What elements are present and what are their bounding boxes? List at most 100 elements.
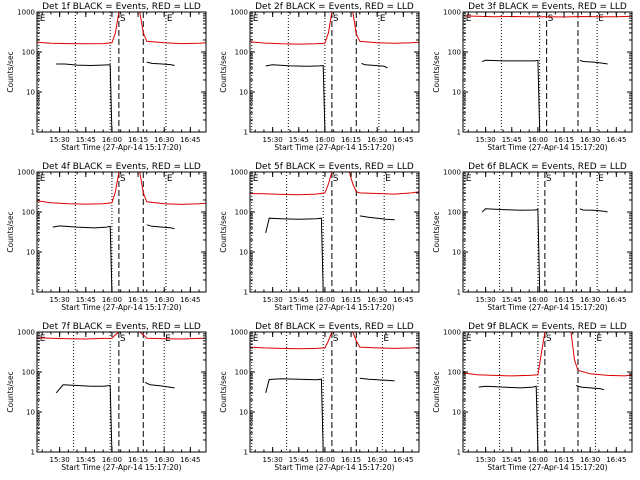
y-tick-label: 10 xyxy=(452,409,461,417)
plot-frame xyxy=(249,171,420,293)
x-tick-label: 15:30 xyxy=(263,296,283,304)
x-tick-label: 16:00 xyxy=(102,456,122,464)
series-group xyxy=(37,12,206,132)
x-tick-label: 15:45 xyxy=(289,136,309,144)
y-tick-label: 1000 xyxy=(443,329,461,337)
y-tick-label: 10 xyxy=(452,249,461,257)
x-tick-label: 16:30 xyxy=(154,136,174,144)
x-tick-label: 16:00 xyxy=(528,456,548,464)
lld-line xyxy=(463,332,546,377)
x-tick-label: 16:30 xyxy=(367,456,387,464)
x-tick-label: 16:45 xyxy=(606,456,626,464)
x-axis-title: Start Time (27-Apr-14 15:17:20) xyxy=(487,463,607,472)
detector-panel: Det 1f BLACK = Events, RED = LLD E S E 1 10 10… xyxy=(6,2,207,152)
y-tick-label: 10 xyxy=(452,89,461,97)
y-tick-label: 1 xyxy=(244,449,248,457)
x-tick-label: 16:45 xyxy=(393,136,413,144)
plot-frame xyxy=(36,171,207,293)
y-tick-label: 1 xyxy=(31,449,35,457)
x-axis-title: Start Time (27-Apr-14 15:17:20) xyxy=(61,143,181,152)
event-marker-label: E xyxy=(598,174,604,184)
x-tick-label: 16:30 xyxy=(367,296,387,304)
x-tick-label: 15:45 xyxy=(76,296,96,304)
event-marker-label: S xyxy=(120,174,126,184)
x-tick-label: 15:30 xyxy=(50,456,70,464)
lld-line xyxy=(37,172,120,205)
y-axis-title: Counts/sec xyxy=(6,211,15,252)
events-line xyxy=(359,215,395,221)
y-tick-label: 10 xyxy=(26,89,35,97)
x-tick-label: 16:15 xyxy=(554,456,574,464)
panel-title: Det 5f BLACK = Events, RED = LLD xyxy=(255,162,414,172)
y-tick-label: 1000 xyxy=(443,9,461,17)
events-line xyxy=(576,385,605,391)
panel-title: Det 8f BLACK = Events, RED = LLD xyxy=(255,322,414,332)
y-axis-title: Counts/sec xyxy=(432,51,441,92)
y-tick-label: 1000 xyxy=(443,169,461,177)
events-line xyxy=(579,59,608,65)
lld-line xyxy=(352,12,419,44)
x-tick-label: 15:45 xyxy=(502,456,522,464)
x-tick-label: 16:15 xyxy=(554,296,574,304)
detector-panel: Det 8f BLACK = Events, RED = LLD E S E 1 10 10… xyxy=(219,322,420,472)
x-tick-label: 15:45 xyxy=(502,296,522,304)
panel-title: Det 3f BLACK = Events, RED = LLD xyxy=(468,2,627,12)
event-marker-label: S xyxy=(333,334,339,344)
lld-line xyxy=(139,12,206,45)
x-tick-label: 16:45 xyxy=(606,296,626,304)
y-tick-label: 1000 xyxy=(230,169,248,177)
y-axis-title: Counts/sec xyxy=(432,211,441,252)
event-marker-label: S xyxy=(546,174,552,184)
x-tick-label: 15:30 xyxy=(50,136,70,144)
series-group xyxy=(250,172,419,292)
series-group xyxy=(37,172,206,292)
y-tick-label: 1 xyxy=(457,289,461,297)
x-axis-title: Start Time (27-Apr-14 15:17:20) xyxy=(61,463,181,472)
x-tick-label: 16:45 xyxy=(180,296,200,304)
events-line xyxy=(55,384,113,452)
event-marker-label: E xyxy=(383,334,389,344)
panel-title: Det 6f BLACK = Events, RED = LLD xyxy=(468,162,627,172)
event-marker-label: E xyxy=(385,174,391,184)
x-tick-label: 16:45 xyxy=(393,456,413,464)
plot-frame xyxy=(36,11,207,133)
lld-line xyxy=(37,12,120,45)
x-axis-title: Start Time (27-Apr-14 15:17:20) xyxy=(487,143,607,152)
lld-line xyxy=(348,172,419,195)
x-axis-title: Start Time (27-Apr-14 15:17:20) xyxy=(61,303,181,312)
x-tick-label: 15:45 xyxy=(289,296,309,304)
x-tick-label: 15:45 xyxy=(502,136,522,144)
x-tick-label: 15:45 xyxy=(289,456,309,464)
series-group xyxy=(250,12,419,132)
x-tick-label: 16:00 xyxy=(315,136,335,144)
y-tick-label: 1 xyxy=(457,129,461,137)
detector-panel: Det 3f BLACK = Events, RED = LLD E S E 1 10 10… xyxy=(432,2,633,152)
x-tick-label: 16:00 xyxy=(315,296,335,304)
panel-title: Det 7f BLACK = Events, RED = LLD xyxy=(42,322,201,332)
event-marker-label: E xyxy=(40,334,46,344)
x-tick-label: 16:30 xyxy=(580,296,600,304)
series-group xyxy=(463,332,632,452)
event-marker-label: E xyxy=(40,174,46,184)
y-tick-label: 1000 xyxy=(230,329,248,337)
event-marker-label: S xyxy=(548,14,554,24)
lld-line xyxy=(250,12,333,45)
x-tick-label: 16:00 xyxy=(528,136,548,144)
lld-line xyxy=(139,172,206,205)
events-line xyxy=(265,64,326,132)
events-line xyxy=(482,59,541,132)
y-axis-title: Counts/sec xyxy=(432,371,441,412)
event-marker-label: E xyxy=(167,174,173,184)
plot-frame xyxy=(249,11,420,133)
plot-frame xyxy=(36,331,207,453)
y-tick-label: 100 xyxy=(235,49,248,57)
y-tick-label: 1000 xyxy=(17,169,35,177)
x-tick-label: 16:30 xyxy=(154,456,174,464)
x-tick-label: 16:15 xyxy=(341,456,361,464)
x-axis-title: Start Time (27-Apr-14 15:17:20) xyxy=(274,463,394,472)
event-marker-label: E xyxy=(253,334,259,344)
event-marker-label: E xyxy=(253,174,259,184)
events-line xyxy=(478,385,539,452)
